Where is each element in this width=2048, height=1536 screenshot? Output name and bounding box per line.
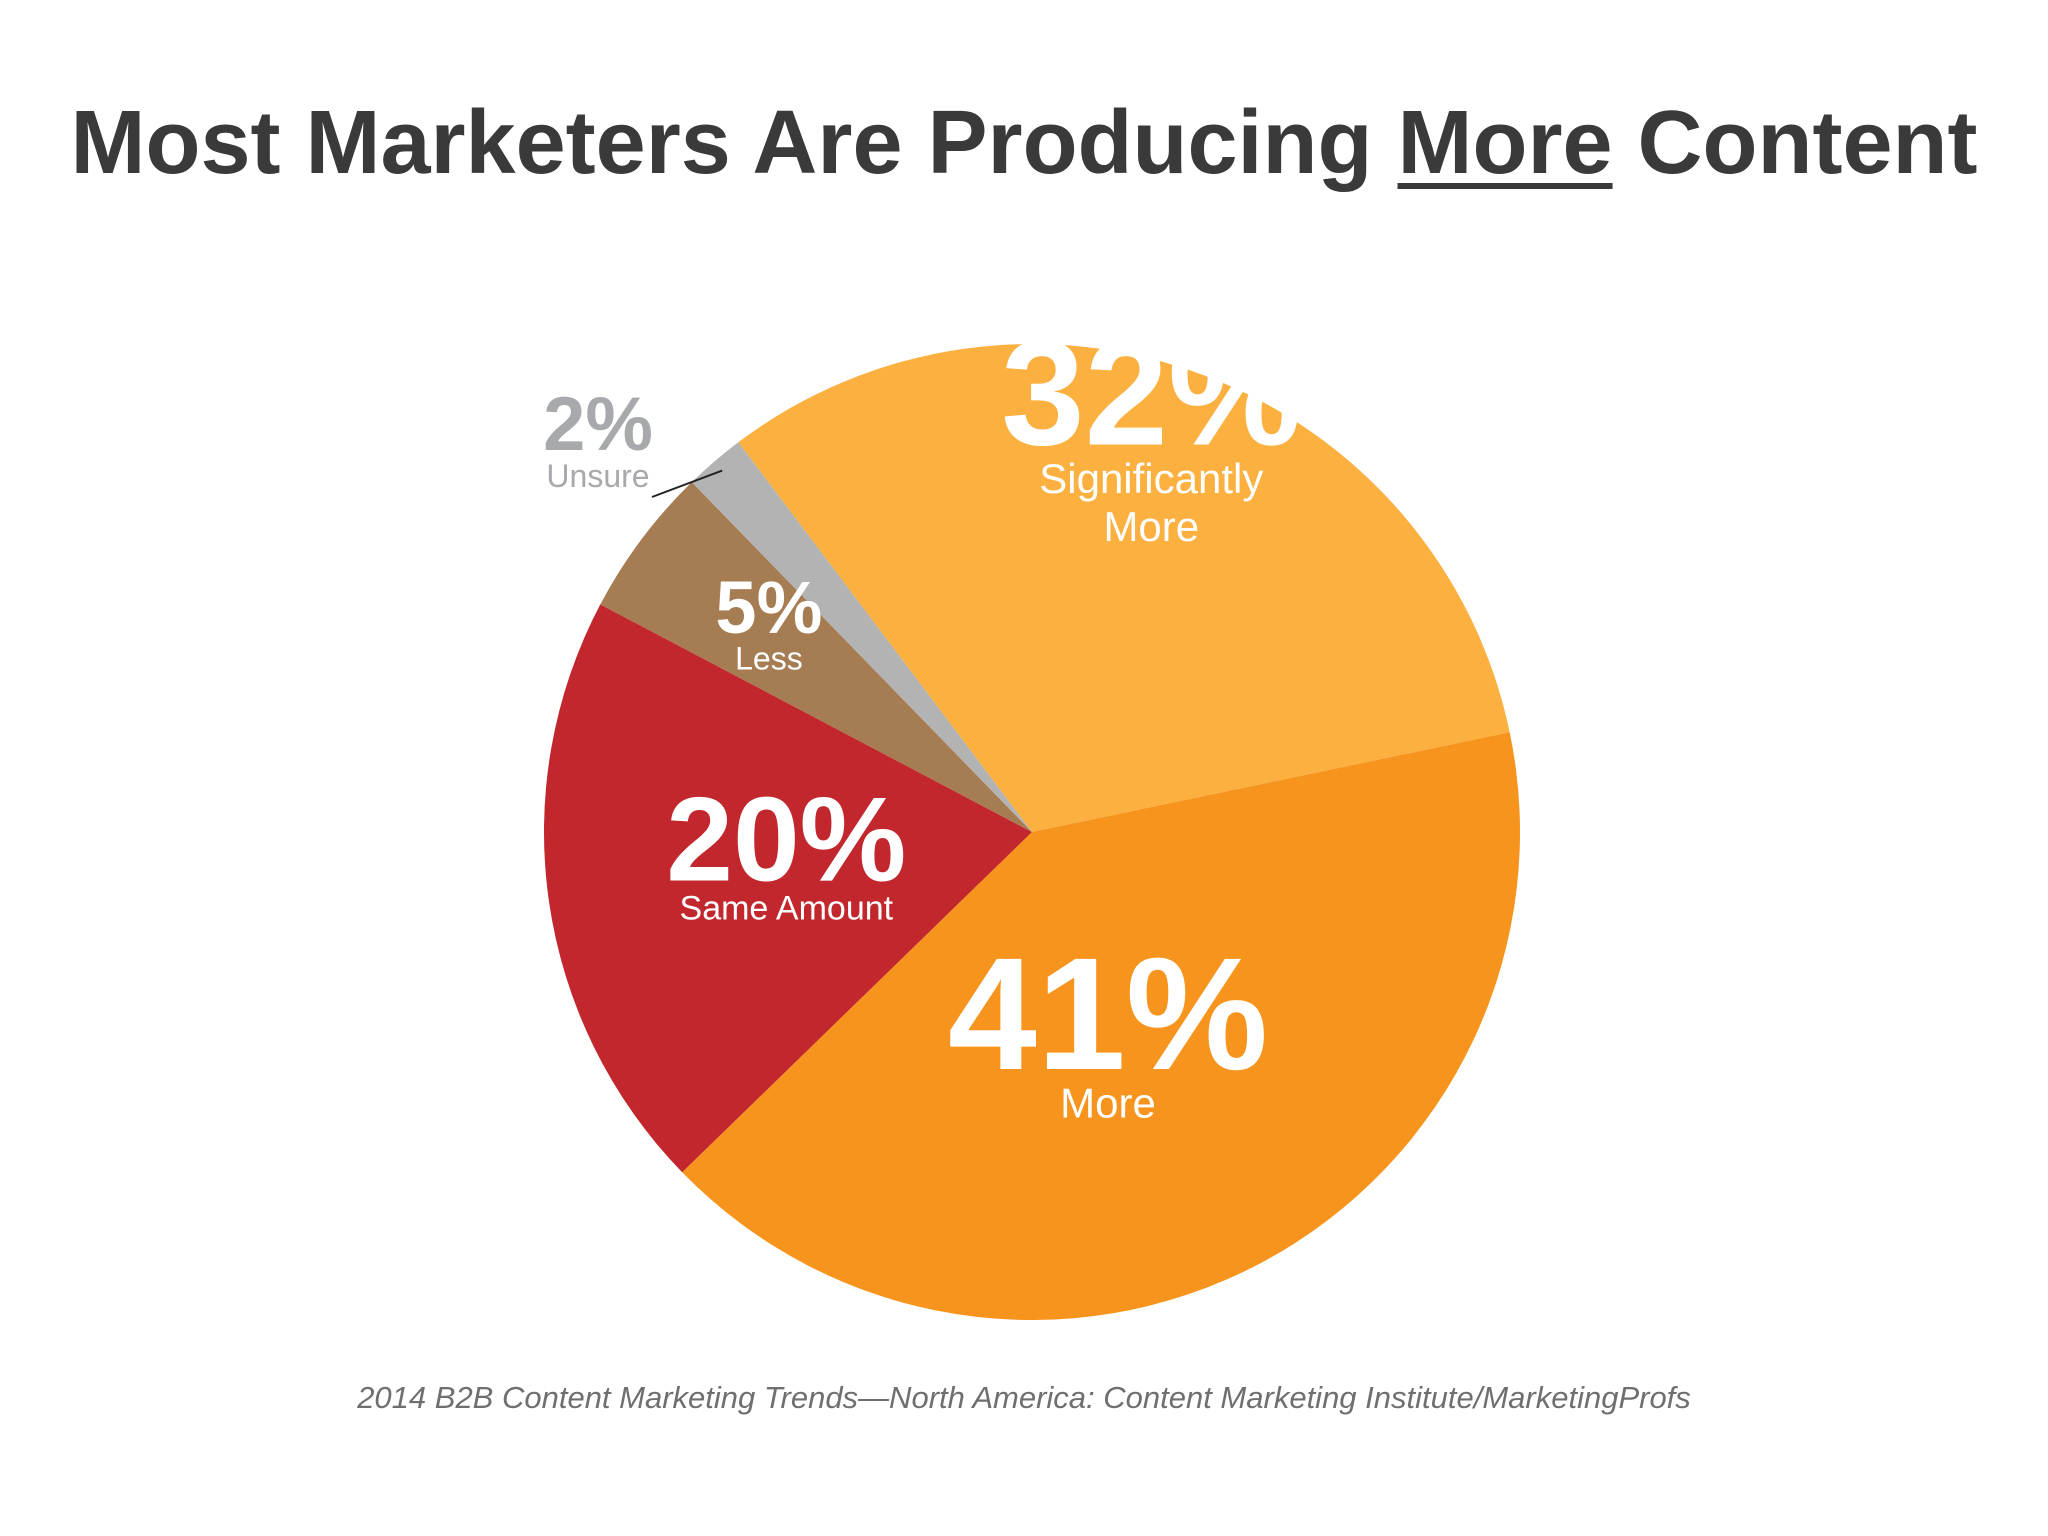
slice-label-significantly-more: Significantly — [1039, 455, 1263, 502]
slice-label-less: Less — [735, 641, 803, 677]
slice-label-same-amount: Same Amount — [680, 889, 894, 927]
pie-slice-unsure — [691, 442, 1032, 832]
slice-value-significantly-more: 32% — [1001, 309, 1301, 477]
slice-label-unsure: Unsure — [546, 458, 649, 494]
slice-value-less: 5% — [715, 566, 822, 649]
slice-value-same-amount: 20% — [666, 772, 906, 906]
source-citation: 2014 B2B Content Marketing Trends—North … — [357, 1380, 1691, 1415]
title-suffix: Content — [1612, 93, 1978, 193]
title-emphasis: More — [1397, 93, 1613, 193]
pie-slice-less — [600, 482, 1032, 832]
pie-slice-same-amount — [543, 604, 1032, 1173]
pie-slice-significantly-more — [738, 343, 1510, 832]
slice-value-more: 41% — [948, 924, 1268, 1103]
slide-title: Most Marketers Are Producing More Conten… — [0, 92, 2048, 195]
slice-label-more: More — [1060, 1079, 1156, 1126]
slice-value-unsure: 2% — [543, 382, 653, 467]
title-prefix: Most Marketers Are Producing — [70, 93, 1398, 193]
leader-line-unsure — [651, 469, 723, 498]
slice-label-significantly-more: More — [1103, 503, 1199, 550]
pie-slices — [543, 343, 1521, 1321]
pie-slice-more — [682, 732, 1521, 1321]
